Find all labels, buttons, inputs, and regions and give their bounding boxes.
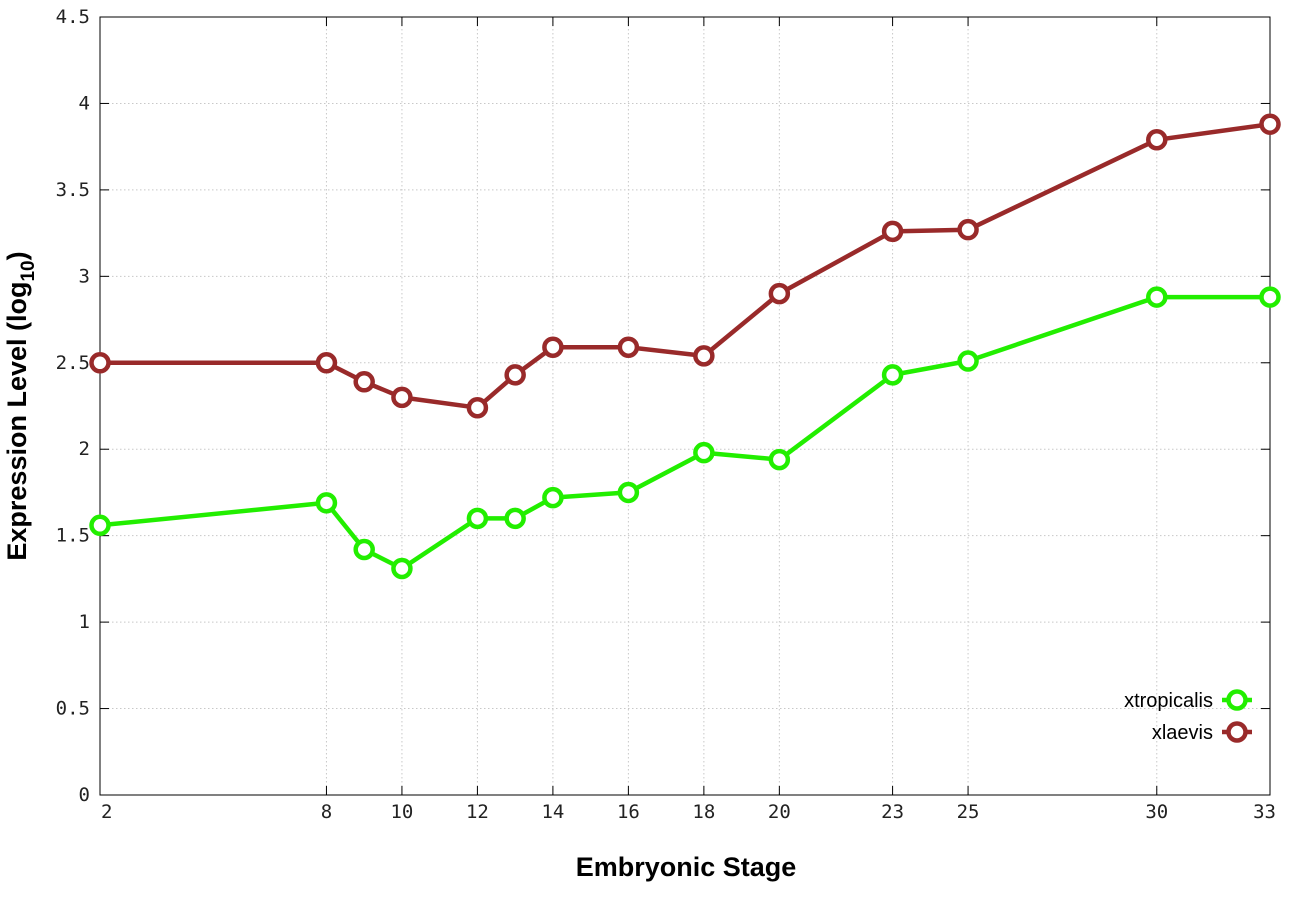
grid [100,17,1270,795]
x-tick-label: 10 [390,801,413,823]
data-point-xtropicalis [1146,286,1168,308]
x-tick-label: 20 [768,801,791,823]
x-tick-label: 12 [466,801,489,823]
data-point-xtropicalis [957,350,979,372]
series-xlaevis [89,113,1281,419]
y-axis-title-main: Expression Level (log [2,282,32,561]
legend: xtropicalis xlaevis [1124,689,1252,744]
y-tick-label: 3 [79,265,90,287]
x-tick-label: 25 [957,801,980,823]
data-point-xtropicalis [466,507,489,530]
data-point-xtropicalis [693,441,715,464]
y-tick-label: 1.5 [56,525,90,547]
x-tick-label: 30 [1145,801,1168,823]
data-point-xlaevis [504,364,526,386]
data-point-xlaevis [881,220,904,243]
series-lines [89,113,1281,580]
data-point-xtropicalis [353,538,375,561]
series-line-xlaevis [100,121,1271,410]
y-axis-title-subscript: 10 [18,260,39,281]
legend-label-xtropicalis: xtropicalis [1124,690,1213,712]
data-point-xlaevis [89,352,111,374]
data-point-xlaevis [1146,129,1168,151]
legend-swatch-marker-xtropicalis [1226,689,1248,711]
y-tick-label: 2.5 [56,352,90,374]
data-point-xlaevis [466,396,489,419]
plot-frame [99,16,1271,796]
data-point-xlaevis [315,352,338,374]
data-point-xlaevis [693,345,715,367]
series-xtropicalis [89,286,1281,580]
legend-label-xlaevis: xlaevis [1152,722,1213,744]
y-tick-label: 0.5 [56,698,90,720]
data-point-xtropicalis [504,507,526,530]
x-axis-title: Embryonic Stage [576,852,797,882]
x-tick-label: 33 [1253,801,1276,823]
y-tick-label: 1 [79,611,90,633]
data-point-xlaevis [391,386,413,409]
x-tick-label: 2 [101,801,112,823]
data-point-xlaevis [353,371,375,393]
x-tick-label: 8 [321,801,332,823]
x-tick-label: 14 [541,801,564,823]
data-point-xtropicalis [315,492,338,514]
data-point-xlaevis [617,336,640,358]
data-point-xtropicalis [881,364,904,386]
data-point-xlaevis [768,282,791,305]
data-point-xtropicalis [1259,286,1281,308]
y-tick-label: 2 [79,438,90,460]
y-axis-title-suffix: ) [2,251,32,260]
data-point-xlaevis [1259,113,1281,135]
data-point-xtropicalis [542,486,564,509]
series-line-xtropicalis [99,294,1270,571]
x-tick-label: 16 [617,801,640,823]
axis-ticks: 0 0.5 1 1.5 2 2.5 3 3.5 4 4.5 2 8 10 12 14 16 18 20 23 25 30… [56,6,1276,823]
y-tick-label: 4.5 [56,6,90,28]
data-point-xtropicalis [768,448,791,471]
data-point-xtropicalis [89,514,111,537]
data-point-xtropicalis [617,481,640,504]
y-tick-label: 3.5 [56,179,90,201]
x-tick-label: 23 [881,801,904,823]
legend-swatch-marker-xlaevis [1226,721,1248,743]
data-point-xlaevis [542,336,564,358]
data-point-xlaevis [957,218,979,241]
y-tick-label: 4 [79,92,90,114]
x-tick-label: 18 [692,801,715,823]
y-axis-title: Expression Level (log10) [2,251,39,560]
y-tick-label: 0 [79,784,90,806]
data-point-xtropicalis [391,557,413,580]
